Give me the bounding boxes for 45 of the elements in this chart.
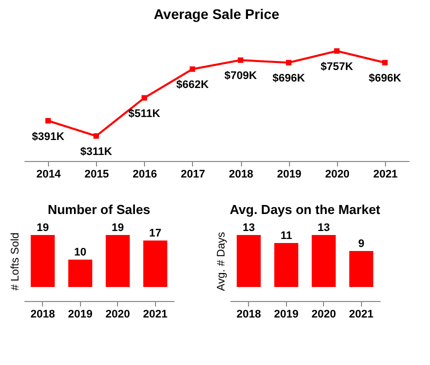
x-tick-label: 2018 (236, 308, 261, 320)
x-tick-label: 2021 (373, 168, 398, 180)
x-tick-label: 2021 (349, 308, 374, 320)
data-label: $311K (80, 146, 112, 158)
point (45, 118, 51, 124)
y-axis-title: # Lofts Sold (10, 232, 22, 291)
data-label: $696K (368, 72, 402, 85)
y-axis-title: Avg. # Days (216, 231, 228, 292)
data-label: $709K (224, 70, 257, 82)
data-label: 17 (149, 227, 162, 240)
point (238, 57, 244, 63)
data-label: $662K (176, 79, 209, 92)
x-tick-label: 2019 (68, 308, 92, 320)
chart-title: Number of Sales (48, 202, 150, 217)
data-label: 11 (280, 230, 292, 242)
point (190, 66, 196, 72)
point (93, 133, 99, 139)
x-tick-label: 2020 (312, 308, 336, 320)
x-tick-label: 2020 (325, 168, 350, 180)
data-label: 10 (74, 246, 86, 259)
point (286, 60, 292, 66)
data-label: $696K (272, 72, 305, 85)
data-label: $757K (320, 61, 354, 73)
data-label: $511K (128, 108, 160, 120)
x-tick-label: 2018 (30, 308, 55, 320)
chart-title: Average Sale Price (154, 6, 280, 22)
chart-title: Avg. Days on the Market (230, 202, 381, 217)
data-label: 9 (358, 238, 364, 250)
data-label: 13 (242, 222, 255, 234)
point (334, 48, 340, 54)
x-tick-label: 2017 (180, 168, 206, 180)
data-label: 19 (112, 222, 124, 234)
x-tick-label: 2020 (106, 308, 130, 320)
x-tick-label: 2018 (228, 168, 254, 180)
x-tick-label: 2014 (36, 168, 62, 180)
x-tick-label: 2019 (276, 168, 302, 180)
x-tick-label: 2021 (143, 308, 168, 320)
data-label: 19 (36, 222, 49, 234)
x-tick-label: 2016 (132, 168, 158, 180)
point (142, 95, 148, 101)
x-tick-label: 2015 (84, 168, 109, 180)
point (382, 60, 388, 66)
data-label: 13 (318, 222, 330, 234)
data-label: $391K (32, 130, 64, 143)
x-tick-label: 2019 (274, 308, 298, 320)
